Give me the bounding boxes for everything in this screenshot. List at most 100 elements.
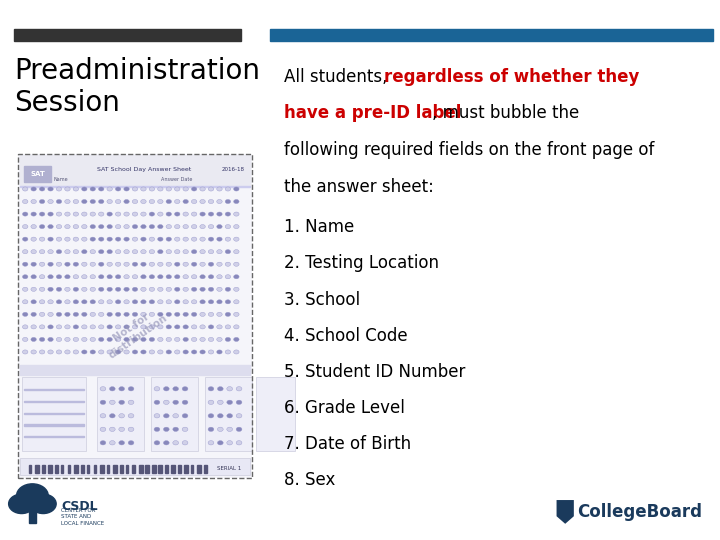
Circle shape (200, 338, 205, 341)
Circle shape (31, 212, 37, 216)
Text: CENTER FOR
STATE AND
LOCAL FINANCE: CENTER FOR STATE AND LOCAL FINANCE (61, 508, 104, 526)
Bar (24, 413, 84, 414)
Bar (204, 465, 207, 473)
Circle shape (182, 387, 188, 391)
Circle shape (90, 275, 96, 279)
Circle shape (149, 312, 155, 316)
Text: the answer sheet:: the answer sheet: (284, 178, 434, 195)
Circle shape (174, 262, 180, 266)
Circle shape (99, 275, 104, 279)
Circle shape (166, 350, 171, 354)
Circle shape (81, 325, 87, 329)
Circle shape (115, 249, 121, 254)
Circle shape (217, 338, 222, 341)
Circle shape (233, 300, 239, 304)
Circle shape (107, 262, 112, 266)
Circle shape (115, 338, 121, 341)
Circle shape (140, 212, 146, 216)
Circle shape (40, 199, 45, 204)
Circle shape (166, 262, 171, 266)
Circle shape (22, 225, 28, 228)
Circle shape (154, 387, 160, 391)
Text: All students,: All students, (284, 68, 393, 85)
Circle shape (217, 414, 223, 418)
Circle shape (115, 237, 121, 241)
Circle shape (81, 350, 87, 354)
Circle shape (107, 275, 112, 279)
Circle shape (217, 249, 222, 254)
Circle shape (182, 427, 188, 431)
Circle shape (73, 225, 78, 228)
Bar (24, 166, 51, 182)
Circle shape (208, 300, 214, 304)
Circle shape (200, 187, 205, 191)
Circle shape (192, 225, 197, 228)
Circle shape (225, 350, 230, 354)
Circle shape (56, 225, 62, 228)
Bar (81, 465, 84, 473)
Circle shape (158, 187, 163, 191)
Circle shape (208, 199, 214, 204)
Circle shape (166, 187, 171, 191)
Circle shape (166, 199, 171, 204)
Circle shape (65, 225, 70, 228)
Circle shape (22, 325, 28, 329)
Circle shape (22, 199, 28, 204)
Bar (55, 465, 58, 473)
Circle shape (183, 262, 189, 266)
Circle shape (40, 287, 45, 292)
Circle shape (48, 275, 53, 279)
Circle shape (81, 275, 87, 279)
Circle shape (81, 187, 87, 191)
Circle shape (115, 300, 121, 304)
Circle shape (192, 187, 197, 191)
Circle shape (208, 441, 214, 445)
Circle shape (225, 262, 230, 266)
Circle shape (81, 300, 87, 304)
Circle shape (208, 212, 214, 216)
Circle shape (31, 187, 37, 191)
Circle shape (90, 338, 96, 341)
Circle shape (48, 187, 53, 191)
Circle shape (99, 338, 104, 341)
Circle shape (233, 275, 239, 279)
Circle shape (132, 312, 138, 316)
Circle shape (158, 225, 163, 228)
Circle shape (115, 225, 121, 228)
Circle shape (115, 187, 121, 191)
Circle shape (233, 212, 239, 216)
Circle shape (48, 300, 53, 304)
Circle shape (192, 199, 197, 204)
Circle shape (22, 249, 28, 254)
Circle shape (107, 212, 112, 216)
Text: 4. School Code: 4. School Code (284, 327, 408, 345)
Circle shape (9, 494, 35, 514)
Circle shape (124, 199, 130, 204)
Circle shape (90, 312, 96, 316)
Circle shape (109, 400, 115, 404)
Circle shape (99, 225, 104, 228)
Circle shape (99, 350, 104, 354)
Circle shape (208, 225, 214, 228)
Circle shape (124, 249, 130, 254)
Circle shape (166, 275, 171, 279)
Circle shape (31, 350, 37, 354)
Circle shape (81, 338, 87, 341)
Bar (94, 465, 96, 473)
Circle shape (100, 441, 106, 445)
Circle shape (166, 225, 171, 228)
Circle shape (158, 275, 163, 279)
Circle shape (81, 262, 87, 266)
Circle shape (31, 199, 37, 204)
Circle shape (183, 187, 189, 191)
Circle shape (65, 249, 70, 254)
Text: have a pre-ID label: have a pre-ID label (284, 104, 462, 122)
Circle shape (217, 275, 222, 279)
Circle shape (192, 212, 197, 216)
Circle shape (217, 400, 223, 404)
Circle shape (227, 441, 233, 445)
Circle shape (73, 199, 78, 204)
Circle shape (90, 287, 96, 292)
Circle shape (217, 199, 222, 204)
Circle shape (132, 350, 138, 354)
